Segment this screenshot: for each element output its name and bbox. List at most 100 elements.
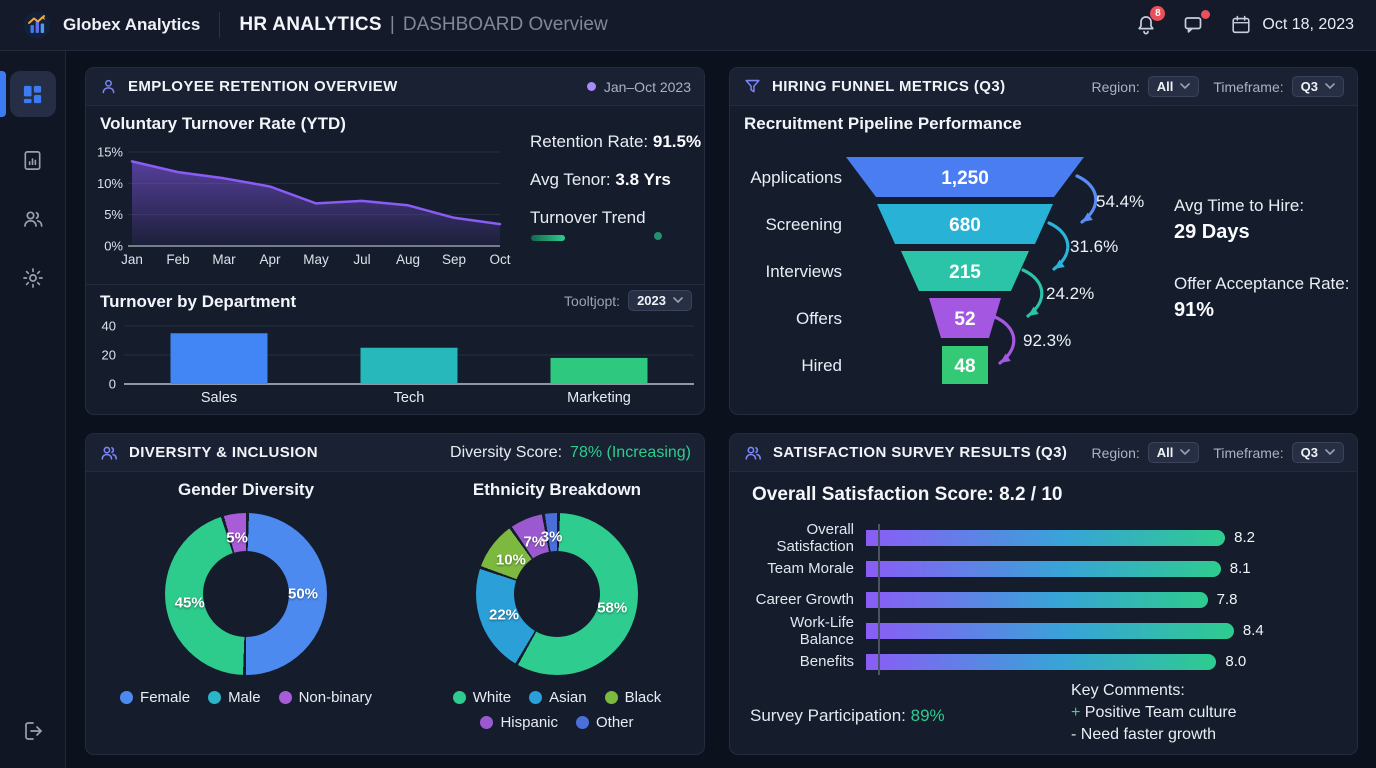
dept-bar-chart: 0 20 40 Sales Tech Marketing bbox=[102, 319, 694, 406]
ethnicity-legend: White Asian Black Hispanic Other bbox=[431, 689, 683, 731]
region-dropdown[interactable]: All bbox=[1147, 442, 1200, 463]
y-tick-label: 10% bbox=[97, 176, 123, 191]
line-chart-title: Voluntary Turnover Rate (YTD) bbox=[100, 114, 346, 133]
bar-value: 8.1 bbox=[1229, 560, 1251, 577]
comment-negative: - Need faster growth bbox=[1071, 726, 1216, 743]
satisfaction-bar-row: Benefits 8.0 bbox=[740, 646, 1343, 677]
x-tick-label: May bbox=[303, 252, 329, 267]
dashboard-grid-icon bbox=[23, 85, 42, 103]
sidebar-item-dashboard[interactable] bbox=[9, 71, 56, 117]
region-label: Region: bbox=[1091, 444, 1140, 461]
sidebar bbox=[0, 51, 66, 768]
chevron-down-icon bbox=[1180, 83, 1191, 90]
users-icon bbox=[23, 211, 42, 227]
sidebar-item-logout[interactable] bbox=[10, 708, 56, 754]
x-tick-label: Apr bbox=[259, 252, 281, 267]
current-date: Oct 18, 2023 bbox=[1262, 16, 1354, 33]
satisfaction-bar-row: Overall Satisfaction 8.2 bbox=[740, 521, 1343, 555]
legend-label: Male bbox=[228, 689, 261, 706]
y-tick-label: 15% bbox=[97, 145, 123, 160]
notifications-button[interactable]: 8 bbox=[1134, 6, 1166, 37]
bar-label: Benefits bbox=[799, 653, 854, 670]
chevron-down-icon bbox=[1180, 449, 1191, 456]
sidebar-item-settings[interactable] bbox=[10, 255, 56, 301]
trend-line bbox=[130, 160, 502, 226]
ethnicity-breakdown-chart: Ethnicity Breakdown 58% 22% 10% 7% 3% White A… bbox=[407, 480, 707, 731]
satisfaction-bar-chart: Overall Satisfaction 8.2 Team Morale 8.1 Car… bbox=[740, 521, 1343, 677]
page-title: HR ANALYTICS bbox=[239, 14, 382, 35]
region-dropdown[interactable]: All bbox=[1147, 76, 1200, 97]
legend-dot bbox=[452, 691, 466, 704]
satisfaction-panel: SATISFACTION SURVEY RESULTS (Q3) Region:… bbox=[729, 433, 1358, 755]
satisfaction-header: SATISFACTION SURVEY RESULTS (Q3) Region:… bbox=[730, 434, 1357, 472]
x-tick-label: Oct bbox=[489, 252, 510, 267]
key-comments: Key Comments: + Positive Team culture - … bbox=[1071, 680, 1237, 746]
date-picker[interactable]: Oct 18, 2023 bbox=[1230, 14, 1354, 36]
survey-participation: Survey Participation: 89% bbox=[750, 706, 945, 725]
x-tick-label: Feb bbox=[166, 252, 189, 267]
legend-dot bbox=[604, 691, 618, 704]
period-legend-dot bbox=[586, 82, 596, 91]
conversion-rate: 92.3% bbox=[1023, 331, 1071, 350]
funnel-stage-screening bbox=[877, 204, 1053, 244]
message-dot-badge bbox=[1201, 10, 1211, 19]
bar-sales bbox=[170, 333, 268, 384]
dept-chart-title: Turnover by Department bbox=[100, 292, 297, 311]
ethnicity-donut: 58% 22% 10% 7% 3% bbox=[476, 513, 638, 675]
calendar-icon bbox=[1232, 15, 1250, 34]
sidebar-item-employees[interactable] bbox=[10, 196, 56, 242]
arrowhead bbox=[1028, 306, 1039, 316]
recruitment-funnel-chart: Applications Screening Interviews Offers… bbox=[750, 157, 1144, 384]
gender-diversity-chart: Gender Diversity 50% 45% 5% Female Male Non-… bbox=[96, 480, 396, 706]
people-icon bbox=[101, 446, 117, 460]
logout-icon bbox=[24, 722, 42, 740]
bar-tech bbox=[360, 347, 458, 384]
slice-label-black: 10% bbox=[495, 551, 526, 569]
stage-label: Applications bbox=[750, 168, 842, 187]
stage-value: 52 bbox=[954, 309, 975, 330]
funnel-stage-applications bbox=[846, 157, 1084, 197]
x-tick-label: Sales bbox=[201, 390, 237, 406]
x-tick-label: Aug bbox=[396, 252, 420, 267]
person-icon bbox=[102, 79, 115, 94]
satisfaction-bar-row: Team Morale 8.1 bbox=[740, 553, 1343, 584]
funnel-stage-offers bbox=[929, 298, 1001, 338]
offer-acceptance-stat: Offer Acceptance Rate: 91% bbox=[1174, 274, 1350, 321]
sparkline-endpoint-dot bbox=[654, 232, 662, 240]
region-label: Region: bbox=[1091, 78, 1140, 95]
timeframe-dropdown[interactable]: Q3 bbox=[1291, 76, 1344, 97]
bar-value: 8.4 bbox=[1242, 622, 1264, 639]
diversity-panel: DIVERSITY & INCLUSION Diversity Score: 7… bbox=[85, 433, 705, 755]
x-tick-label: Sep bbox=[442, 252, 466, 267]
funnel-title: HIRING FUNNEL METRICS (Q3) bbox=[772, 78, 1006, 95]
arrowhead bbox=[1082, 212, 1093, 222]
hiring-funnel-panel: HIRING FUNNEL METRICS (Q3) Region: All T… bbox=[729, 67, 1358, 415]
bar-value: 7.8 bbox=[1216, 591, 1238, 608]
title-separator: | bbox=[389, 14, 395, 35]
slice-label-asian: 22% bbox=[488, 606, 520, 624]
notification-badge: 8 bbox=[1150, 6, 1166, 21]
timeframe-dropdown[interactable]: Q3 bbox=[1291, 442, 1344, 463]
bell-icon bbox=[1138, 16, 1155, 35]
report-document-icon bbox=[24, 150, 41, 170]
legend-label: Hispanic bbox=[500, 714, 558, 731]
stage-label: Offers bbox=[796, 309, 842, 328]
funnel-header: HIRING FUNNEL METRICS (Q3) Region: All T… bbox=[730, 68, 1357, 106]
legend-label: Asian bbox=[549, 689, 587, 706]
messages-button[interactable] bbox=[1182, 10, 1211, 37]
diversity-score-value: 78% (Increasing) bbox=[570, 443, 691, 461]
legend-dot bbox=[208, 691, 222, 704]
brand-name: Globex Analytics bbox=[63, 15, 201, 34]
legend-item-white: White bbox=[452, 689, 511, 706]
active-item-accent bbox=[0, 71, 6, 117]
funnel-stage-hired bbox=[942, 346, 988, 384]
ethnicity-chart-title: Ethnicity Breakdown bbox=[472, 480, 642, 499]
bar-value: 8.0 bbox=[1225, 653, 1247, 670]
overall-score-title: Overall Satisfaction Score: 8.2 / 10 bbox=[752, 484, 1063, 505]
comments-title: Key Comments: bbox=[1071, 682, 1185, 699]
year-dropdown[interactable]: 2023 bbox=[628, 290, 692, 311]
legend-item-asian: Asian bbox=[529, 689, 587, 706]
chevron-down-icon bbox=[1325, 83, 1335, 90]
sidebar-item-reports[interactable] bbox=[10, 137, 56, 183]
turnover-trend-label: Turnover Trend bbox=[530, 208, 646, 227]
